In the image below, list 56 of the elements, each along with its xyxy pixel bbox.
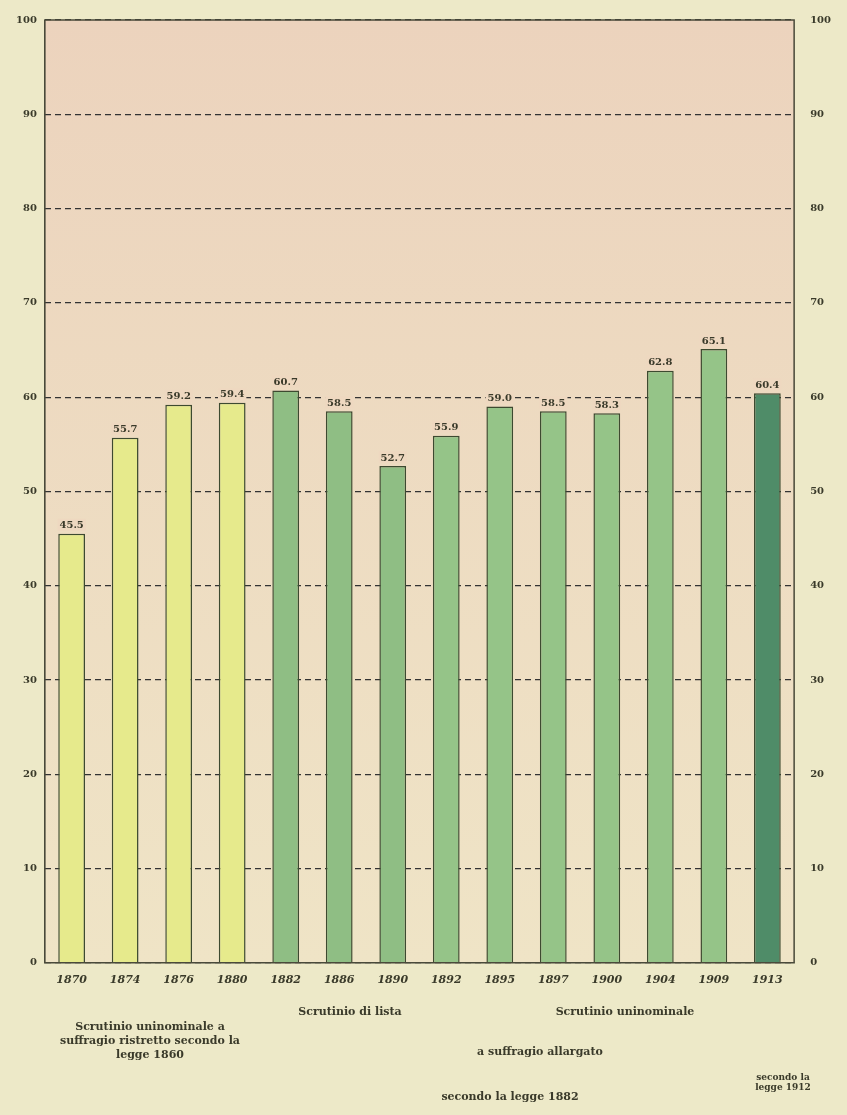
y-tick-label: 50	[22, 484, 37, 496]
text: Scrutinio di lista	[297, 1005, 403, 1019]
y2-tick-label: 20	[810, 767, 825, 779]
x-tick-label: 1897	[537, 973, 569, 987]
data-label: 59.2	[166, 390, 191, 402]
data-label: 62.8	[648, 356, 673, 368]
data-label: 60.4	[755, 378, 780, 390]
y2-tick-label: 10	[810, 862, 825, 874]
y2-tick-label: 80	[810, 202, 825, 214]
y-tick-label: 80	[22, 202, 37, 214]
x-tick-label: 1913	[752, 973, 784, 987]
data-label: 58.3	[594, 398, 620, 410]
y-tick-label: 20	[22, 767, 37, 779]
x-tick-label: 1880	[216, 973, 248, 987]
y-tick-label: 70	[22, 296, 37, 308]
y2-tick-label: 90	[810, 107, 825, 119]
data-label: 45.5	[59, 519, 84, 531]
data-label: 65.1	[701, 334, 727, 346]
y-tick-label: 30	[22, 673, 37, 685]
y2-tick-label: 50	[810, 484, 825, 496]
text: Scrutinio uninominale a suffragio ristretto secondo la legge 1860	[60, 1020, 240, 1062]
x-tick-label: 1895	[484, 973, 516, 987]
data-label: 58.5	[327, 396, 352, 408]
y-tick-label: 60	[22, 390, 37, 402]
y2-tick-label: 70	[810, 296, 825, 308]
y-tick-label: 10	[22, 862, 37, 874]
y-tick-label: 90	[22, 107, 37, 119]
data-label: 55.9	[434, 421, 459, 433]
data-label: 60.7	[273, 376, 298, 388]
x-tick-label: 1890	[377, 973, 409, 987]
x-tick-label: 1886	[323, 973, 355, 987]
y2-tick-label: 30	[810, 673, 825, 685]
y2-tick-label: 60	[810, 390, 825, 402]
x-tick-label: 1892	[430, 973, 462, 987]
data-label: 52.7	[380, 451, 405, 463]
data-label: 58.5	[541, 396, 566, 408]
x-tick-label: 1900	[591, 973, 623, 987]
y2-tick-label: 100	[810, 13, 832, 25]
x-tick-label: 1870	[56, 973, 88, 987]
text: secondo la legge 1912	[754, 1072, 812, 1092]
y-tick-label: 40	[22, 579, 37, 591]
text: a suffragio allargato	[476, 1045, 604, 1059]
data-label: 59.0	[487, 392, 512, 404]
x-tick-label: 1874	[109, 973, 141, 987]
x-tick-label: 1904	[645, 973, 676, 987]
y-tick-label: 100	[16, 13, 37, 25]
y-tick-label: 0	[29, 956, 37, 968]
text: secondo la legge 1882	[440, 1090, 580, 1104]
y2-tick-label: 0	[810, 956, 818, 968]
text: Scrutinio uninominale	[554, 1005, 696, 1019]
x-tick-label: 1876	[163, 973, 195, 987]
data-label: 55.7	[112, 423, 138, 435]
x-tick-label: 1909	[698, 973, 730, 987]
x-tick-label: 1882	[270, 973, 302, 987]
y2-tick-label: 40	[810, 579, 825, 591]
data-label: 59.4	[220, 388, 245, 400]
